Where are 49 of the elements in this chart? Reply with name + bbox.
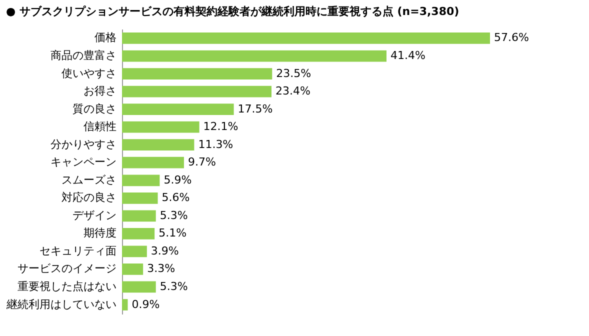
data-label: 3.3% [147,262,176,276]
data-label: 11.3% [198,138,234,151]
data-label: 57.6% [494,31,529,44]
y-tick-label: 信頼性 [84,120,116,134]
bar [122,86,272,98]
data-label: 23.4% [276,84,310,98]
data-label: 12.1% [203,120,238,134]
y-tick-label: 継続利用はしていない [6,298,116,311]
data-label: 5.9% [164,173,192,186]
bar [122,228,155,240]
bar [122,104,234,115]
bar [122,50,386,62]
data-label: 5.3% [160,280,188,293]
data-label: 3.9% [150,244,179,258]
data-label: 17.5% [238,102,273,116]
y-tick-label: デザイン [72,208,116,222]
data-label: 41.4% [390,49,426,62]
bar [122,192,158,204]
bar [122,281,156,293]
data-label: 23.5% [276,66,312,80]
y-tick-label: 使いやすさ [62,66,116,80]
data-label: 5.6% [162,191,190,204]
y-tick-label: 分かりやすさ [50,138,116,151]
y-tick-label: セキュリティ面 [40,244,116,258]
bar [122,174,160,186]
y-tick-label: 期待度 [84,226,116,240]
bar [122,299,128,310]
bar [122,246,147,258]
y-tick-label: お得さ [84,84,116,98]
data-label: 5.3% [160,208,188,222]
data-label: 9.7% [188,156,216,169]
bar [122,68,272,80]
bar [122,210,156,222]
y-tick-label: キャンペーン [50,156,116,169]
y-tick-label: 質の良さ [72,102,116,116]
y-tick-label: スムーズさ [62,173,116,186]
data-label: 0.9% [132,298,160,311]
y-tick-label: 対応の良さ [62,191,116,204]
bar [122,156,184,168]
chart-title: ● サブスクリプションサービスの有料契約経験者が継続利用時に重要視する点 (n=3,380) [6,5,460,18]
y-tick-label: 商品の豊富さ [50,49,116,62]
bar [122,32,490,44]
bar [122,264,144,275]
bar [122,121,200,133]
bar [122,139,194,151]
data-label: 5.1% [158,226,187,240]
y-tick-label: 重要視した点はない [18,280,116,293]
y-tick-label: 価格 [94,31,116,44]
y-tick-label: サービスのイメージ [18,262,116,276]
